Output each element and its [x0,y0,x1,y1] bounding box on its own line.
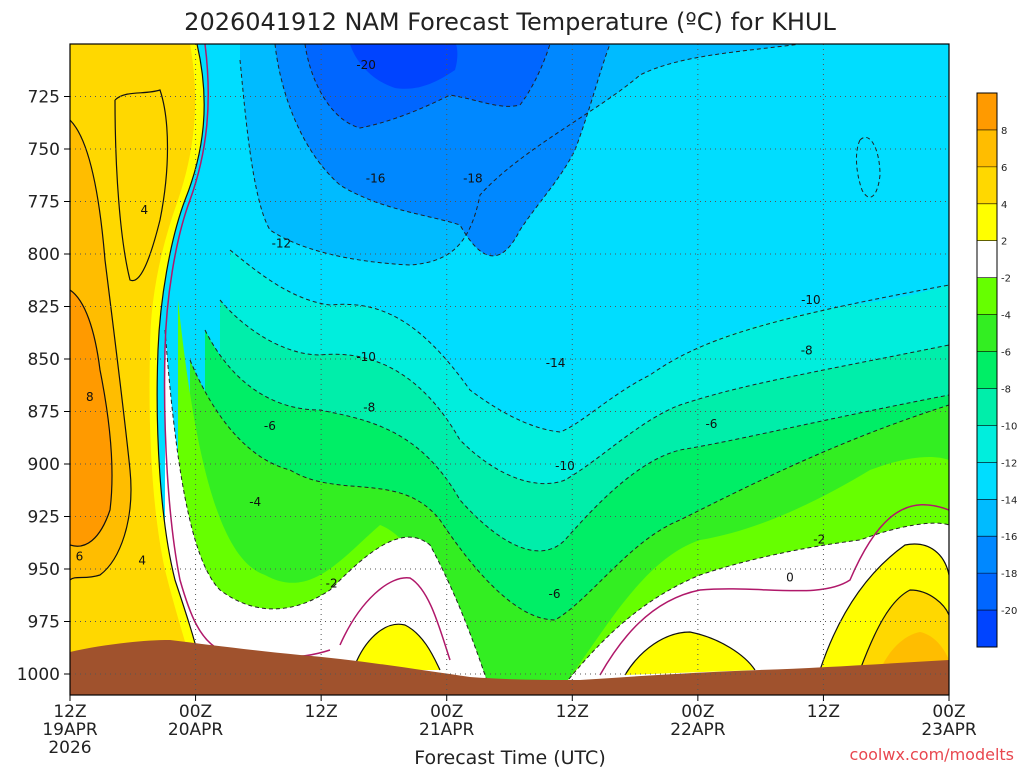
colorbar-label: -14 [1001,495,1017,506]
contour-label: -10 [356,350,376,364]
contour-label: 8 [86,390,94,404]
contour-label: -8 [363,400,375,414]
colorbar-label: -8 [1001,384,1011,395]
x-tick-label: 20APR [168,720,224,740]
colorbar-label: -10 [1001,421,1017,432]
plot-area [70,44,949,695]
colorbar-label: -16 [1001,532,1017,543]
contour-label: -10 [801,293,821,307]
x-tick-label: 00Z [430,702,463,722]
contour-label: -12 [272,237,292,251]
colorbar: 8 6 4 2 -2 -4 -6 -8 -10 -12 -14 -16 -18 -20 [976,92,1017,648]
colorbar-swatch [977,203,997,242]
colorbar-label: 8 [1001,126,1007,137]
y-axis: 725 750 775 800 825 850 875 900 925 950 975 1000 [17,88,70,685]
colorbar-swatch [977,129,997,168]
dashed-contours [164,44,949,691]
fill-warm-pocket-5 [880,632,949,670]
colorbar-swatch [977,277,997,316]
contour-label: -6 [264,419,276,433]
y-tick-label: 925 [28,508,60,528]
x-tick-label: 00Z [179,702,212,722]
colorbar-label: 6 [1001,163,1007,174]
colorbar-label: -18 [1001,569,1017,580]
y-tick-label: 1000 [17,665,60,685]
colorbar-label: 2 [1001,237,1007,248]
x-tick-label: 00Z [681,702,714,722]
colorbar-swatch [977,388,997,426]
y-tick-label: 850 [28,350,60,370]
colorbar-label: -4 [1001,311,1011,322]
contour-label: -10 [555,459,575,473]
contour-label: 4 [140,203,148,217]
x-tick-label: 00Z [932,702,965,722]
plot-frame [69,43,950,696]
y-tick-label: 725 [28,88,60,108]
contour-label: -16 [366,171,386,185]
fill-warm-pocket-2 [625,632,755,675]
y-tick-label: 750 [28,140,60,160]
x-tick-label: 19APR [42,720,98,740]
colorbar-label: -2 [1001,274,1011,285]
colorbar-swatch [977,610,997,648]
contour-label: -6 [705,417,717,431]
colorbar-label: -20 [1001,606,1017,617]
fill-white [165,330,949,695]
colorbar-frame [976,92,998,648]
x-axis-label: Forecast Time (UTC) [414,747,605,768]
x-tick-label: 23APR [921,720,977,740]
contour-label: 0 [786,570,794,584]
warm-contours [70,44,949,681]
colorbar-swatch [977,351,997,389]
contour-label: -4 [249,495,261,509]
contour-labels: -20-16 -18-12-10-10 -14-8-8-6 -6-10-4-2-20-… [76,58,826,601]
x-tick-label: 22APR [670,720,726,740]
x-tick-label: 2026 [48,738,91,758]
colorbar-swatch [977,499,997,537]
x-tick-label: 12Z [807,702,840,722]
contour-label: 6 [76,549,84,563]
contour-label: -14 [546,356,566,370]
contour-label: -20 [356,58,376,72]
colorbar-swatch [977,166,997,205]
y-tick-label: 775 [28,193,60,213]
y-tick-label: 950 [28,560,60,580]
colorbar-swatch [977,536,997,574]
colorbar-swatch [977,314,997,353]
y-tick-label: 825 [28,298,60,318]
chart-title: 2026041912 NAM Forecast Temperature (ºC)… [184,8,836,36]
watermark: coolwx.com/modelts [850,745,1014,764]
contour-label: -2 [326,577,338,591]
colorbar-swatch [977,240,997,279]
colorbar-swatch [977,425,997,463]
colorbar-label: 4 [1001,200,1007,211]
colorbar-label: -6 [1001,348,1011,359]
x-tick-label: 12Z [556,702,589,722]
colorbar-swatch [977,462,997,500]
x-tick-label: 21APR [419,720,475,740]
contour-label: 4 [138,554,146,568]
y-tick-label: 875 [28,403,60,423]
colorbar-swatch [977,573,997,611]
colorbar-label: -12 [1001,458,1017,469]
fill-plus8 [70,290,112,547]
contour-label: -18 [463,171,483,185]
x-tick-label: 12Z [305,702,338,722]
contour-label: -6 [549,587,561,601]
colorbar-swatch [977,93,997,131]
terrain [70,640,949,695]
y-tick-label: 800 [28,245,60,265]
fill-minus22 [350,44,458,89]
contour-label: -8 [801,344,813,358]
x-tick-label: 12Z [53,702,86,722]
y-tick-label: 975 [28,613,60,633]
y-tick-label: 900 [28,455,60,475]
contour-label: -2 [813,533,825,547]
